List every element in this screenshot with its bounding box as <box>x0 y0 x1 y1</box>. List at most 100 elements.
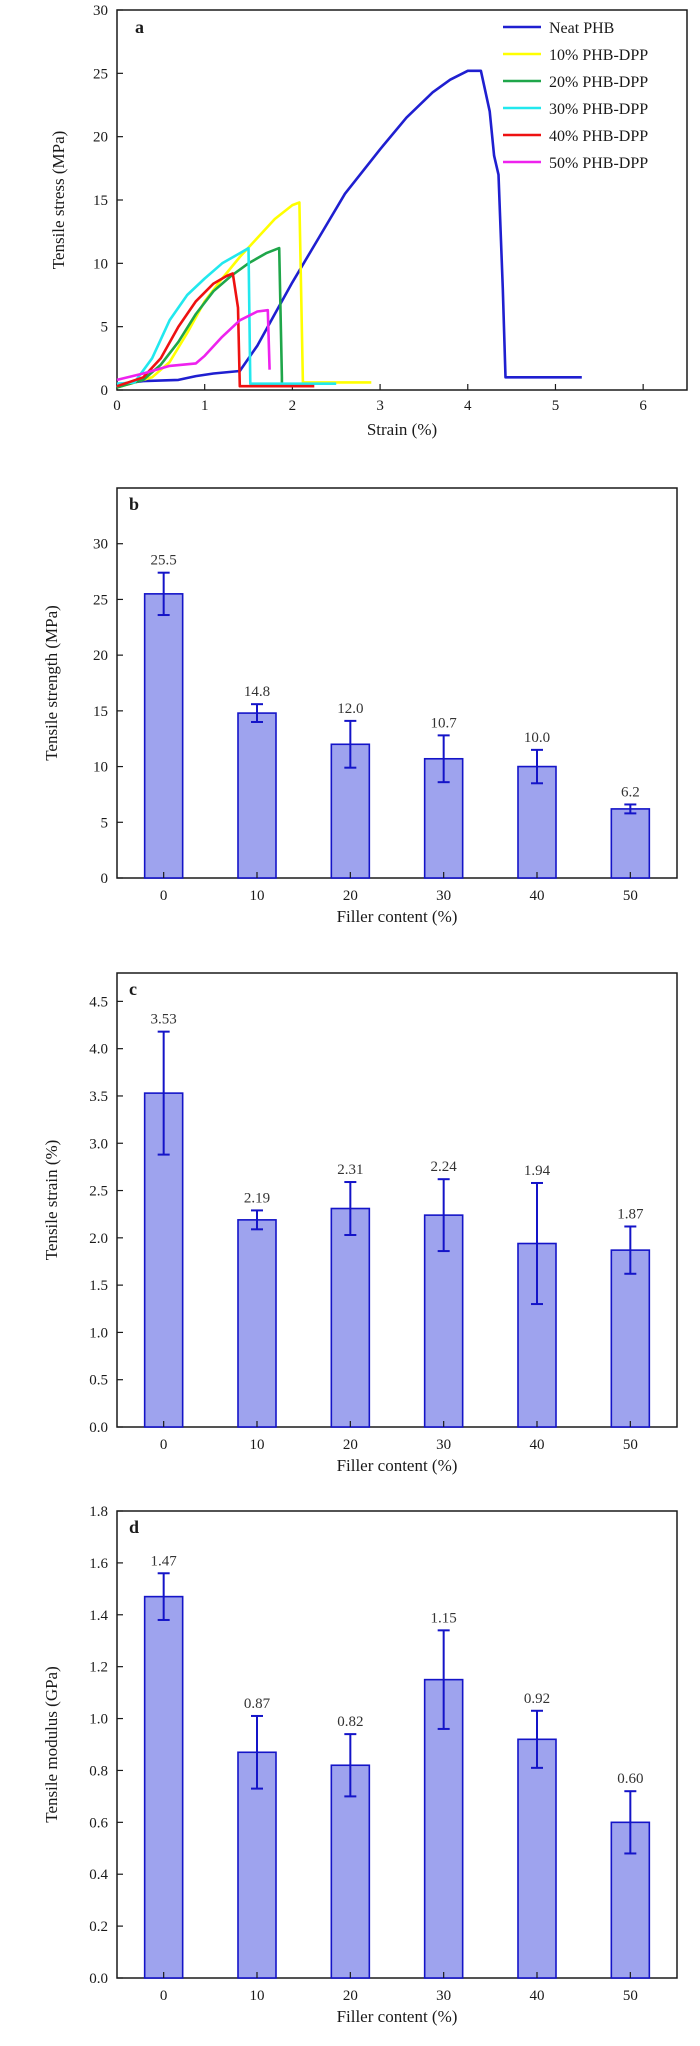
chart-panel-b: b 0 5 10 15 20 25 30 25.5 0 14.8 10 12.0 20 10.7 30 10.0… <box>0 470 700 955</box>
series-line <box>116 308 271 382</box>
plot-frame <box>116 1510 678 1979</box>
bar <box>237 712 277 879</box>
series-line <box>116 69 582 389</box>
y-tick-label: 10 <box>93 256 108 272</box>
x-tick-label: 30 <box>436 1988 451 2004</box>
y-tick-label: 20 <box>93 130 108 146</box>
panel-letter: a <box>135 17 144 37</box>
y-tick-label: 30 <box>93 3 108 19</box>
x-tick-label: 6 <box>639 398 647 414</box>
legend-entry: 20% PHB-DPP <box>549 74 648 91</box>
bar-value-label: 1.47 <box>151 1553 178 1569</box>
y-axis-label: Tensile modulus (GPa) <box>42 1666 61 1823</box>
y-tick-label: 30 <box>93 537 108 553</box>
tensile-strain-chart: c 0.0 0.5 1.0 1.5 2.0 2.5 3.0 3.5 4.0 4.5 3.53 0 2.19… <box>42 972 678 1475</box>
bar <box>143 1595 184 1979</box>
bar-value-label: 14.8 <box>244 684 270 700</box>
x-tick-label: 40 <box>530 1437 545 1453</box>
x-tick-label: 10 <box>250 1437 265 1453</box>
chart-panel-c: c 0.0 0.5 1.0 1.5 2.0 2.5 3.0 3.5 4.0 4.5 3.53 0 2.19… <box>0 955 700 1495</box>
x-tick-label: 0 <box>160 1988 168 2004</box>
y-tick-label: 1.5 <box>89 1278 108 1294</box>
y-tick-label: 25 <box>93 592 108 608</box>
x-tick-label: 40 <box>530 888 545 904</box>
panel-letter: c <box>129 979 137 999</box>
tensile-modulus-chart: d 0.0 0.2 0.4 0.6 0.8 1.0 1.2 1.4 1.6 1.8 1.47 0 0.87… <box>42 1504 678 2026</box>
y-tick-label: 1.0 <box>89 1325 108 1341</box>
x-tick-label: 10 <box>250 1988 265 2004</box>
bar-value-label: 2.19 <box>244 1190 270 1206</box>
plot-frame <box>116 972 678 1428</box>
legend-entry: 10% PHB-DPP <box>549 47 648 64</box>
tensile-strength-chart: b 0 5 10 15 20 25 30 25.5 0 14.8 10 12.0 20 10.7 30 10.0… <box>42 487 678 926</box>
bar-value-label: 0.82 <box>337 1714 363 1730</box>
y-tick-label: 10 <box>93 760 108 776</box>
series-lines <box>116 69 582 389</box>
y-tick-label: 3.0 <box>89 1136 108 1152</box>
y-tick-label: 5 <box>101 320 109 336</box>
x-tick-label: 20 <box>343 888 358 904</box>
y-tick-label: 0.5 <box>89 1373 108 1389</box>
y-axis-label: Tensile strength (MPa) <box>42 605 61 761</box>
axes-ticks: 0 1 2 3 4 5 6 0 5 10 15 20 25 30 <box>93 3 647 414</box>
panel-letter: b <box>129 494 139 514</box>
x-tick-label: 50 <box>623 1437 638 1453</box>
chart-panel-d: d 0.0 0.2 0.4 0.6 0.8 1.0 1.2 1.4 1.6 1.8 1.47 0 0.87… <box>0 1495 700 2046</box>
plot-frame <box>116 487 678 879</box>
y-tick-label: 4.0 <box>89 1042 108 1058</box>
stress-strain-chart: a Strain (%) Tensile stress (MPa) 0 1 2 3 4 5… <box>49 3 688 439</box>
y-tick-label: 1.0 <box>89 1712 108 1728</box>
x-tick-label: 4 <box>464 398 472 414</box>
y-tick-label: 4.5 <box>89 994 108 1010</box>
x-tick-label: 0 <box>160 888 168 904</box>
bar <box>143 593 184 879</box>
bar-value-label: 12.0 <box>337 701 363 717</box>
x-tick-label: 20 <box>343 1988 358 2004</box>
bar-value-label: 2.24 <box>431 1159 458 1175</box>
bar-value-label: 0.60 <box>617 1771 643 1787</box>
bar-value-label: 10.0 <box>524 730 550 746</box>
bar-value-label: 10.7 <box>431 715 458 731</box>
y-tick-label: 0.6 <box>89 1815 108 1831</box>
bar <box>517 1738 557 1979</box>
x-axis-label: Filler content (%) <box>337 907 458 926</box>
legend: Neat PHB 10% PHB-DPP 20% PHB-DPP 30% PHB-DP… <box>503 20 648 172</box>
y-tick-label: 3.5 <box>89 1089 108 1105</box>
y-tick-label: 1.6 <box>89 1556 108 1572</box>
x-tick-label: 3 <box>376 398 384 414</box>
bar-value-label: 2.31 <box>337 1162 363 1178</box>
series-line <box>116 246 337 385</box>
legend-entry: Neat PHB <box>549 20 614 37</box>
y-tick-label: 0.8 <box>89 1763 108 1779</box>
x-tick-label: 0 <box>160 1437 168 1453</box>
series-line <box>116 201 372 389</box>
bar-value-label: 1.15 <box>431 1610 457 1626</box>
x-tick-label: 5 <box>552 398 560 414</box>
x-tick-label: 30 <box>436 888 451 904</box>
x-axis-label: Strain (%) <box>367 420 437 439</box>
y-tick-label: 0.4 <box>89 1867 108 1883</box>
x-tick-label: 10 <box>250 888 265 904</box>
series-line <box>116 272 315 388</box>
y-tick-label: 2.0 <box>89 1231 108 1247</box>
bar-value-label: 0.92 <box>524 1691 550 1707</box>
x-tick-label: 1 <box>201 398 209 414</box>
y-tick-label: 1.2 <box>89 1660 108 1676</box>
bar-value-label: 6.2 <box>621 784 640 800</box>
x-axis-label: Filler content (%) <box>337 2007 458 2026</box>
x-tick-label: 40 <box>530 1988 545 2004</box>
y-tick-label: 0.2 <box>89 1919 108 1935</box>
panel-letter: d <box>129 1517 139 1537</box>
bar <box>330 1764 371 1979</box>
bar-value-label: 1.94 <box>524 1163 551 1179</box>
bar <box>610 1249 651 1428</box>
y-tick-label: 1.4 <box>89 1608 108 1624</box>
bar-value-label: 0.87 <box>244 1696 271 1712</box>
plot-frame <box>116 9 688 391</box>
x-tick-label: 30 <box>436 1437 451 1453</box>
y-tick-label: 15 <box>93 193 108 209</box>
bar <box>237 1219 277 1428</box>
x-tick-label: 20 <box>343 1437 358 1453</box>
y-tick-label: 25 <box>93 66 108 82</box>
legend-entry: 50% PHB-DPP <box>549 155 648 172</box>
